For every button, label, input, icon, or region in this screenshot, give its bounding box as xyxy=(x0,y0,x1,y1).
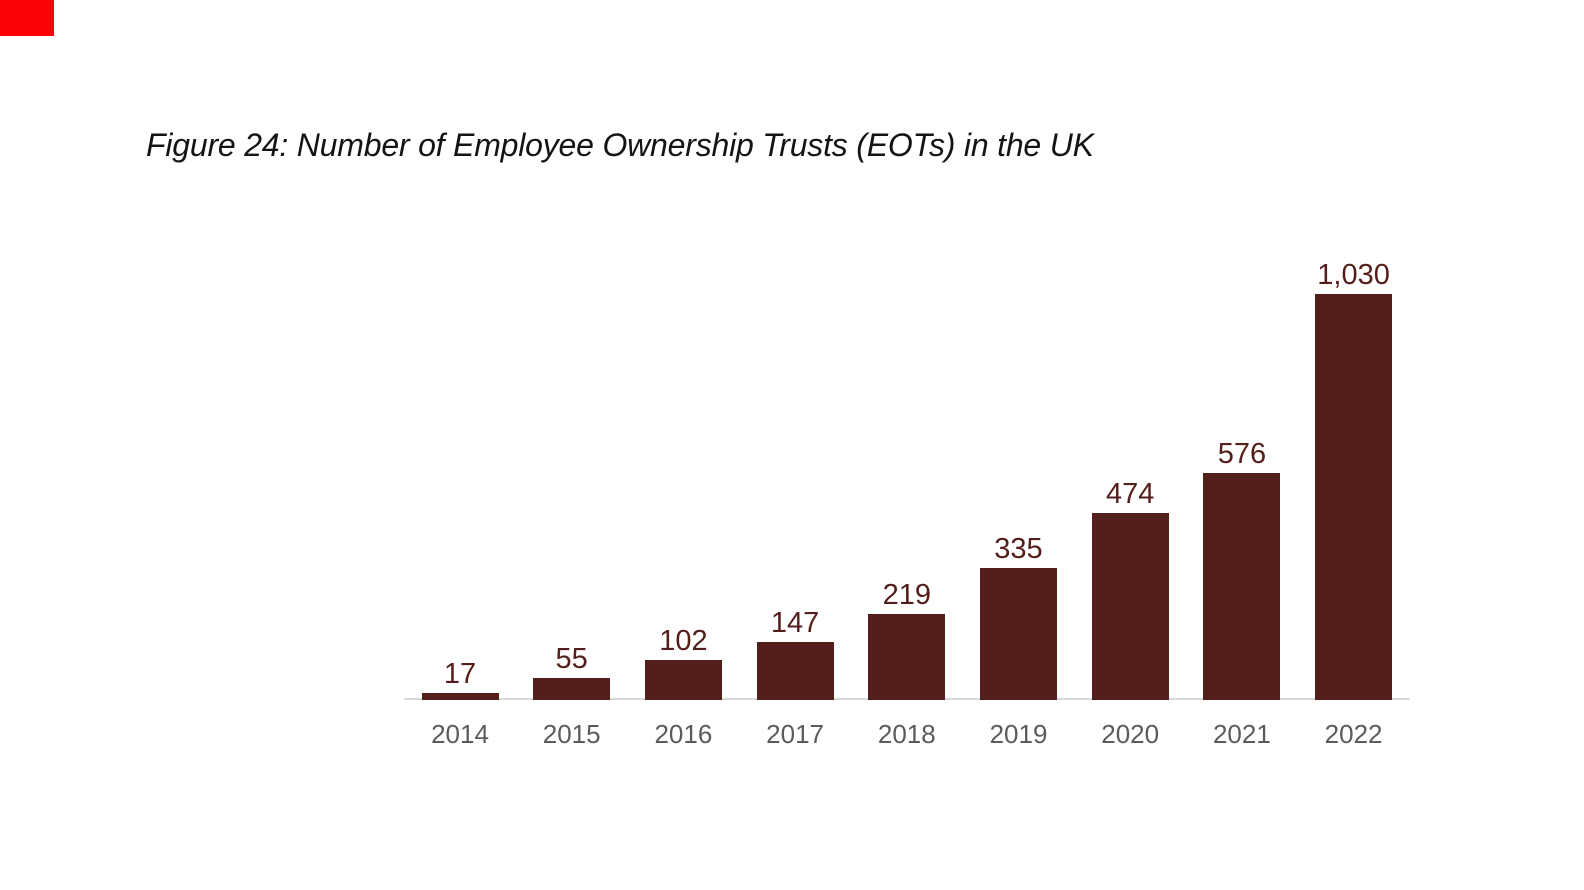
bar-2015 xyxy=(533,678,611,700)
value-label-2019: 335 xyxy=(994,533,1043,565)
red-corner-marker xyxy=(0,0,54,36)
x-tick-2020: 2020 xyxy=(1101,719,1160,749)
x-tick-2017: 2017 xyxy=(766,719,825,749)
value-label-2018: 219 xyxy=(882,579,931,611)
x-tick-2019: 2019 xyxy=(989,719,1048,749)
x-tick-2022: 2022 xyxy=(1324,719,1383,749)
value-label-2016: 102 xyxy=(659,625,708,657)
bar-2021 xyxy=(1203,473,1281,700)
x-tick-2014: 2014 xyxy=(431,719,489,749)
x-tick-2015: 2015 xyxy=(542,719,601,749)
bar-2017 xyxy=(756,642,834,700)
value-label-2021: 576 xyxy=(1217,438,1267,470)
bar-2019 xyxy=(980,568,1057,700)
value-label-2014: 17 xyxy=(443,658,477,690)
bar-2014 xyxy=(421,693,499,700)
bar-2016 xyxy=(644,660,722,700)
figure-title: Figure 24: Number of Employee Ownership … xyxy=(146,127,1094,163)
value-label-2015: 55 xyxy=(555,643,588,675)
value-label-2017: 147 xyxy=(770,607,820,639)
x-tick-2016: 2016 xyxy=(654,719,713,749)
bar-2020 xyxy=(1091,513,1169,700)
x-tick-2021: 2021 xyxy=(1212,719,1271,749)
value-label-2020: 474 xyxy=(1105,478,1155,510)
x-tick-2018: 2018 xyxy=(877,719,936,749)
value-label-2022: 1,030 xyxy=(1317,259,1390,291)
bar-2022 xyxy=(1315,294,1393,700)
bar-2018 xyxy=(868,614,946,700)
